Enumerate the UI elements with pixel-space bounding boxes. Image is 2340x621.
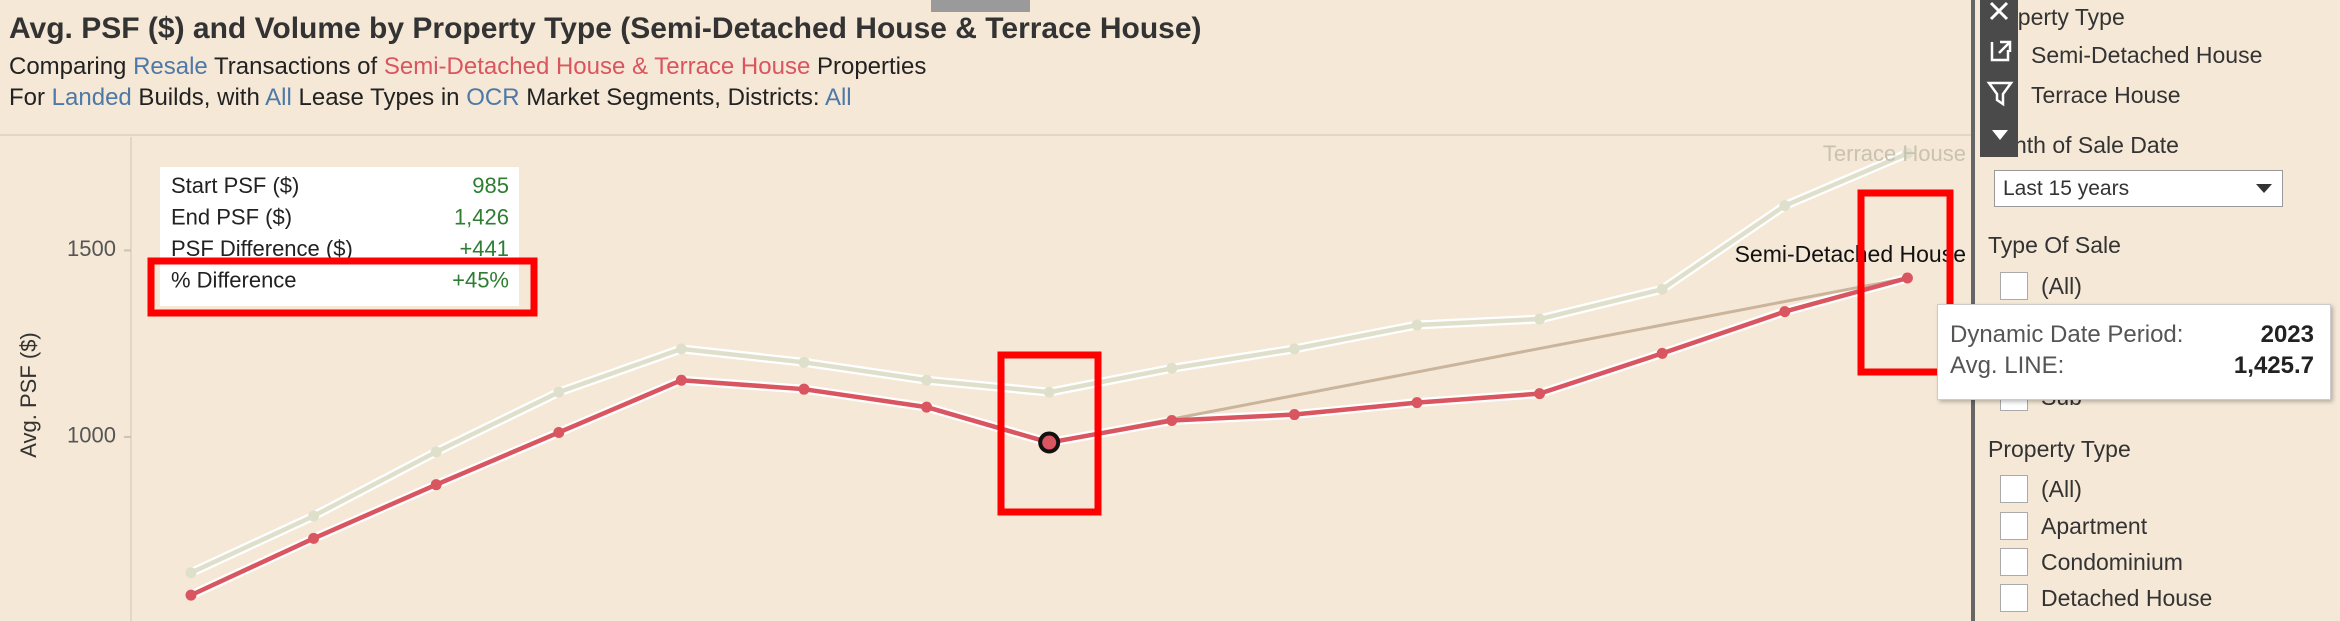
data-point <box>1038 431 1061 454</box>
subtitle-part: All <box>265 84 292 111</box>
data-point <box>1656 283 1668 295</box>
data-point <box>1901 147 1913 159</box>
data-point <box>798 383 810 395</box>
data-point <box>430 479 442 491</box>
subtitle-part: Comparing <box>9 53 134 80</box>
filter-title: Property Type <box>1988 436 2131 462</box>
subtitle-part: OCR <box>466 84 520 111</box>
summary-value: +45% <box>452 267 509 292</box>
subtitle: Comparing Resale Transactions of Semi-De… <box>9 53 926 81</box>
summary-label: % Difference <box>171 267 297 292</box>
tooltip-value: 2023 <box>2260 321 2314 348</box>
subtitle-part: Transactions of <box>207 53 384 80</box>
filter-title: Type Of Sale <box>1988 232 2121 258</box>
checkbox[interactable] <box>2000 512 2028 540</box>
filter-title: Month of Sale Date <box>1982 132 2179 158</box>
data-point <box>185 567 197 579</box>
data-point <box>185 589 197 601</box>
filter-option[interactable]: (All) <box>2041 476 2082 502</box>
highlight-box <box>147 257 538 317</box>
checkbox[interactable] <box>2000 475 2028 503</box>
y-tick-label: 1500 <box>67 236 116 261</box>
tooltip-value: 1,425.7 <box>2233 352 2314 379</box>
y-axis-label: Avg. PSF ($) <box>16 332 41 458</box>
filter-option[interactable]: Detached House <box>2041 585 2213 611</box>
summary-label: PSF Difference ($) <box>171 236 353 261</box>
filter-option[interactable]: (All) <box>2041 273 2082 299</box>
data-point <box>1411 319 1423 331</box>
summary-value: +441 <box>459 236 509 261</box>
data-point <box>1534 388 1546 400</box>
highlight-box <box>1857 189 1954 376</box>
subtitle-part: All <box>824 84 852 111</box>
summary-label: End PSF ($) <box>171 204 292 229</box>
checkbox[interactable] <box>2000 584 2028 612</box>
filter-icon[interactable] <box>1986 81 2014 107</box>
data-point <box>675 343 687 355</box>
tooltip-label: Avg. LINE: <box>1950 352 2065 379</box>
subtitle-part: For <box>9 84 52 111</box>
legend-item[interactable]: Semi-Detached House <box>2031 42 2263 68</box>
data-point <box>921 374 933 386</box>
summary-box <box>160 167 519 306</box>
summary-value: 1,426 <box>454 204 509 229</box>
data-point <box>1779 200 1791 212</box>
data-point <box>921 401 933 413</box>
series-label: Terrace House <box>1823 141 1966 166</box>
menu-icon[interactable] <box>1992 130 2008 140</box>
dropdown[interactable]: Last 15 years <box>1994 170 2283 207</box>
filter-panel: Property Type Semi-Detached House Terrac… <box>1976 0 2340 621</box>
subtitle-part: Builds, with <box>131 84 266 111</box>
y-tick-label: 1000 <box>67 423 116 448</box>
close-icon[interactable] <box>1989 1 2009 21</box>
data-point <box>1288 409 1300 421</box>
data-point <box>553 426 565 438</box>
tooltip-label: Dynamic Date Period: <box>1950 321 2184 348</box>
legend-item[interactable]: Terrace House <box>2031 82 2181 108</box>
subtitle-part: Semi-Detached House & Terrace House <box>383 53 811 80</box>
popout-icon[interactable] <box>1990 40 2012 62</box>
subtitle-part: Resale <box>133 53 208 80</box>
data-point <box>1166 362 1178 374</box>
data-point <box>675 374 687 386</box>
subtitle-part: Lease Types in <box>291 84 467 111</box>
summary-value: 985 <box>472 173 509 198</box>
data-point <box>798 356 810 368</box>
data-point <box>308 532 320 544</box>
subtitle: For Landed Builds, with All Lease Types … <box>9 84 852 112</box>
data-point <box>1288 343 1300 355</box>
data-point <box>1166 415 1178 427</box>
data-point <box>1411 397 1423 409</box>
tooltip: Dynamic Date Period: 2023 Avg. LINE: 1,425.… <box>1937 304 2331 400</box>
chart: Avg. PSF ($) 1000 1500 Terrace House Semi-D… <box>0 0 1975 621</box>
data-point <box>430 446 442 458</box>
data-point <box>553 386 565 398</box>
data-point <box>1901 272 1913 284</box>
data-point <box>1043 386 1055 398</box>
highlight-box <box>997 351 1102 516</box>
data-point <box>1534 313 1546 325</box>
dropdown-arrow <box>2256 184 2272 193</box>
trend-line <box>1048 276 1908 445</box>
checkbox[interactable] <box>2000 548 2028 576</box>
chart-title: Avg. PSF ($) and Volume by Property Type… <box>9 12 1202 45</box>
dropdown-value: Last 15 years <box>2003 177 2130 200</box>
checkbox[interactable] <box>2000 272 2028 300</box>
subtitle-part: Market Segments, Districts: <box>519 84 825 111</box>
subtitle-part: Properties <box>810 53 927 80</box>
filter-option[interactable]: Condominium <box>2041 549 2183 575</box>
filter-option[interactable]: Apartment <box>2041 513 2148 539</box>
series-label: Semi-Detached House <box>1735 241 1966 267</box>
data-point <box>1779 306 1791 318</box>
summary-label: Start PSF ($) <box>171 173 299 198</box>
subtitle-part: Landed <box>51 84 132 111</box>
data-point <box>1656 347 1668 359</box>
data-point <box>308 510 320 522</box>
drag-handle[interactable] <box>931 0 1030 12</box>
toolbar <box>1980 0 2018 157</box>
